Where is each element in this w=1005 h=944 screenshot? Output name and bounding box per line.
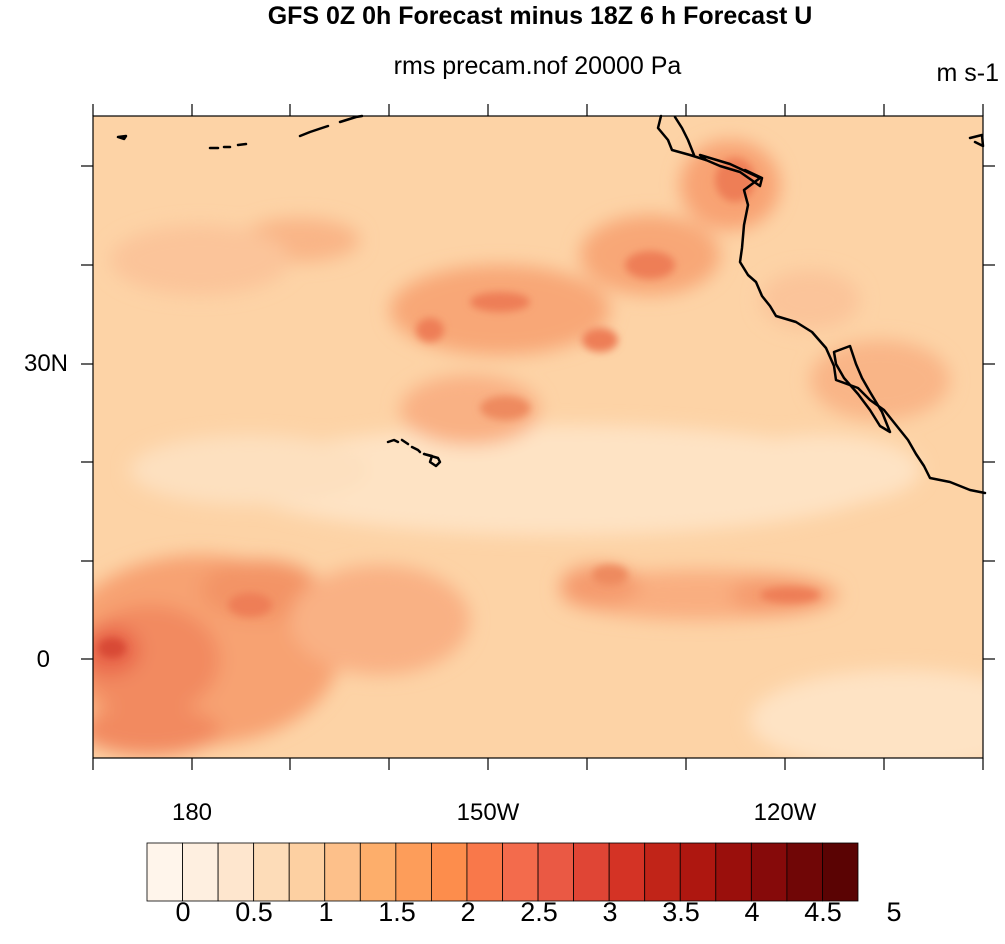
colorbar-label: 2	[460, 897, 476, 927]
plot-subtitle: rms precam.nof 20000 Pa	[393, 52, 682, 80]
colorbar-box	[608, 842, 646, 902]
colorbar-label: 0.5	[235, 897, 273, 927]
colorbar-box	[679, 842, 717, 902]
colorbar-box	[786, 842, 823, 902]
colorbar-box	[573, 842, 610, 902]
colorbar-label: 4	[744, 897, 760, 927]
colorbar-box	[253, 842, 290, 902]
lat-label-0: 0	[36, 646, 50, 673]
colorbar-box	[146, 842, 183, 902]
map-frame	[92, 115, 984, 759]
colorbar-box	[182, 842, 219, 902]
colorbar-label: 2.5	[520, 897, 558, 927]
lon-label-180: 180	[171, 799, 213, 826]
colorbar-box	[502, 842, 539, 902]
colorbar-label: 5	[886, 897, 902, 927]
lon-ticks	[92, 104, 984, 770]
lat-ticks	[81, 165, 995, 660]
colorbar-box	[395, 842, 432, 902]
colorbar	[146, 842, 859, 902]
colorbar-box	[750, 842, 788, 902]
lon-label-150w: 150W	[456, 799, 520, 826]
colorbar-box	[644, 842, 681, 902]
colorbar-box	[537, 842, 574, 902]
units-label: m s-1	[936, 59, 1000, 87]
colorbar-box	[359, 842, 397, 902]
colorbar-box	[324, 842, 361, 902]
plot-title: GFS 0Z 0h Forecast minus 18Z 6 h Forecas…	[267, 2, 813, 30]
colorbar-box	[288, 842, 326, 902]
shaded-field	[93, 116, 983, 758]
colorbar-label: 0	[175, 897, 191, 927]
colorbar-box	[430, 842, 468, 902]
colorbar-label: 3.5	[662, 897, 700, 927]
colorbar-box	[715, 842, 752, 902]
colorbar-box	[217, 842, 255, 902]
colorbar-label: 1	[318, 897, 334, 927]
colorbar-box	[466, 842, 503, 902]
colorbar-label: 4.5	[804, 897, 842, 927]
lat-label-30n: 30N	[23, 350, 68, 377]
colorbar-label: 3	[602, 897, 618, 927]
colorbar-box	[822, 842, 859, 902]
coastline	[116, 114, 987, 495]
lon-label-120w: 120W	[753, 799, 817, 826]
colorbar-label: 1.5	[378, 897, 416, 927]
